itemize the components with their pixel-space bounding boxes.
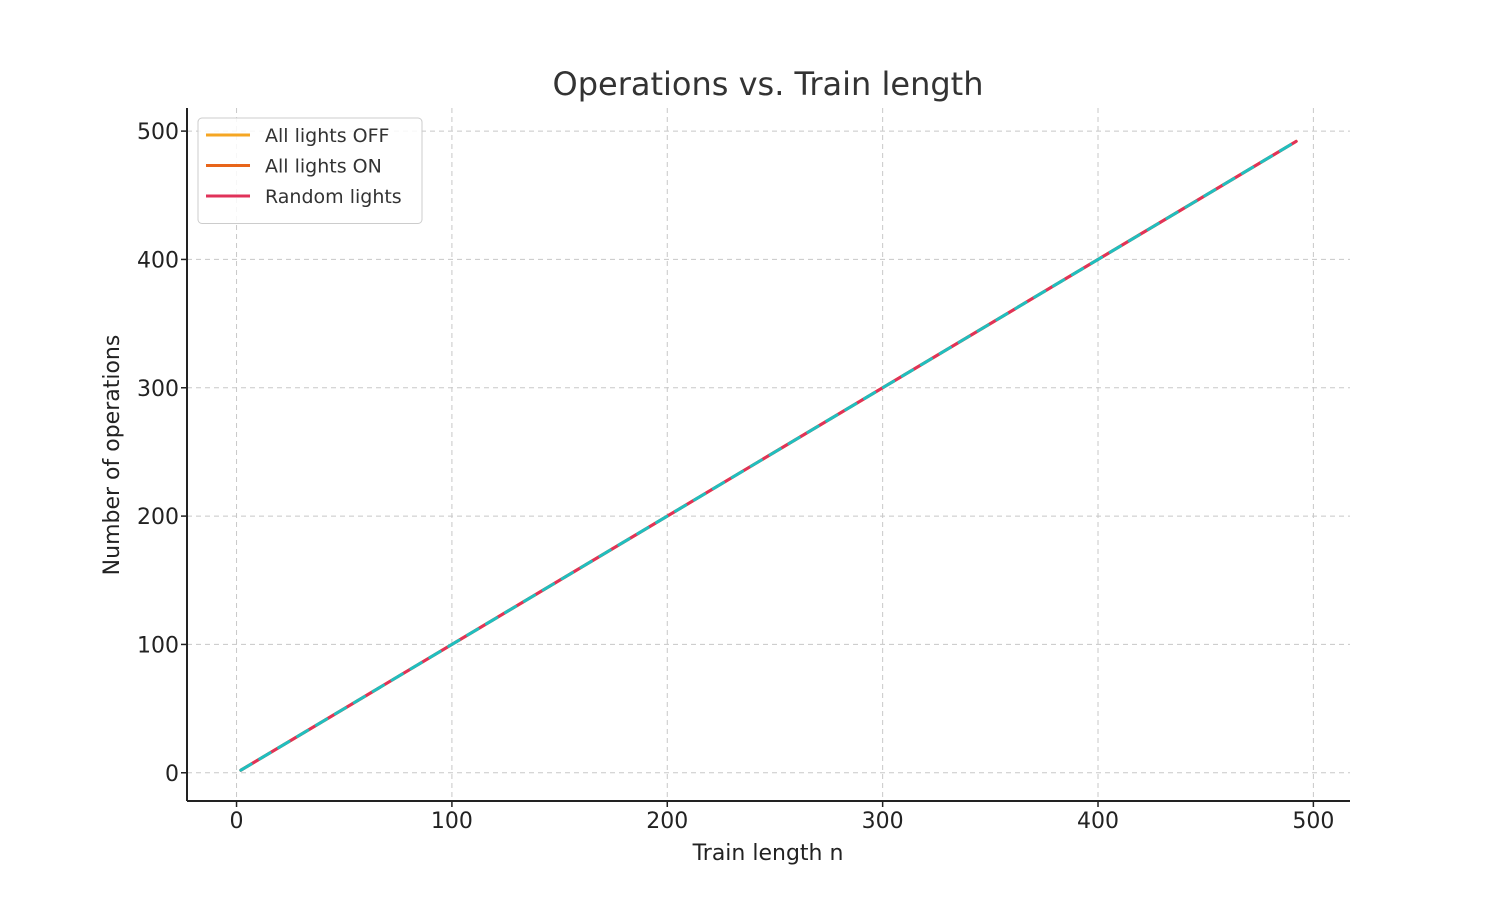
y-tick-label: 300 (137, 377, 179, 402)
chart-title: Operations vs. Train length (553, 65, 984, 103)
series-group (239, 139, 1298, 772)
x-tick-label: 100 (431, 809, 473, 834)
legend-label: All lights ON (265, 156, 382, 178)
axes (181, 108, 1350, 807)
legend-box (197, 117, 423, 224)
y-tick-label: 500 (137, 120, 179, 145)
legend-label: Random lights (265, 186, 402, 208)
x-axis-label: Train length n (692, 841, 844, 866)
x-tick-label: 400 (1077, 809, 1119, 834)
x-tick-label: 300 (862, 809, 904, 834)
series-line-3 (239, 139, 1298, 772)
legend: All lights OFF All lights ON Random lights (197, 117, 423, 224)
tick-labels: 0 100 200 300 400 500 0 100 200 300 400 500 (137, 120, 1334, 834)
x-tick-label: 200 (646, 809, 688, 834)
y-tick-label: 100 (137, 633, 179, 658)
legend-label: All lights OFF (265, 125, 389, 147)
y-axis-label: Number of operations (100, 335, 125, 576)
x-tick-label: 0 (230, 809, 244, 834)
x-tick-label: 500 (1292, 809, 1334, 834)
y-tick-label: 400 (137, 248, 179, 273)
y-tick-label: 200 (137, 505, 179, 530)
y-tick-label: 0 (165, 762, 179, 787)
